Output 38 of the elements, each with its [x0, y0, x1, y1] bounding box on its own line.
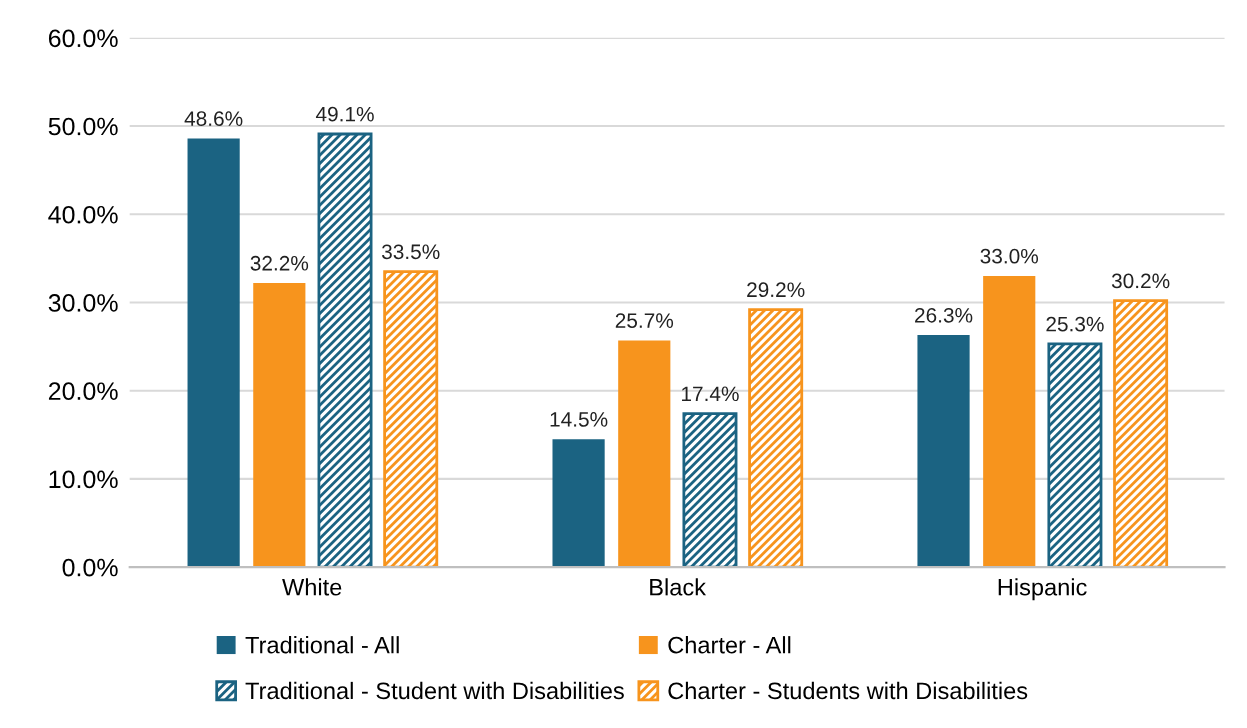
data-label: 49.1% [315, 106, 374, 122]
data-label: 33.5% [381, 244, 440, 260]
bar [552, 439, 605, 568]
x-tick-label: White [282, 578, 342, 596]
data-label: 25.7% [615, 313, 674, 328]
data-label: 30.2% [1111, 273, 1170, 289]
bar [1113, 299, 1169, 568]
bar [748, 308, 804, 568]
bar [917, 335, 970, 568]
y-tick-label: 0.0% [62, 558, 118, 577]
y-tick-label: 60.0% [48, 29, 118, 48]
legend-label: Traditional - Student with Disabilities [245, 681, 624, 700]
data-label: 33.0% [980, 248, 1039, 264]
bar [682, 412, 738, 568]
data-label: 32.2% [250, 255, 309, 271]
data-label: 17.4% [682, 386, 739, 402]
data-label: 14.5% [550, 412, 608, 427]
bar [253, 283, 306, 568]
bar [618, 340, 671, 568]
data-label: 29.2% [747, 282, 805, 298]
x-tick-label: Black [650, 578, 707, 596]
bar [317, 132, 373, 568]
bar [1047, 342, 1103, 568]
data-label: 25.3% [1046, 316, 1104, 332]
legend-label: Charter - All [668, 636, 791, 654]
y-tick-label: 50.0% [48, 117, 118, 136]
legend-label: Traditional - All [245, 636, 399, 654]
y-tick-label: 20.0% [48, 382, 118, 400]
y-tick-label: 40.0% [48, 205, 118, 224]
bar [983, 276, 1036, 568]
bar [187, 138, 240, 568]
bar [383, 270, 439, 568]
x-tick-label: Hispanic [998, 578, 1087, 601]
y-tick-label: 10.0% [49, 470, 118, 489]
data-label: 26.3% [915, 307, 973, 323]
legend-label: Charter - Students with Disabilities [668, 681, 1028, 700]
data-label: 48.6% [184, 111, 243, 126]
y-tick-label: 30.0% [48, 294, 118, 312]
